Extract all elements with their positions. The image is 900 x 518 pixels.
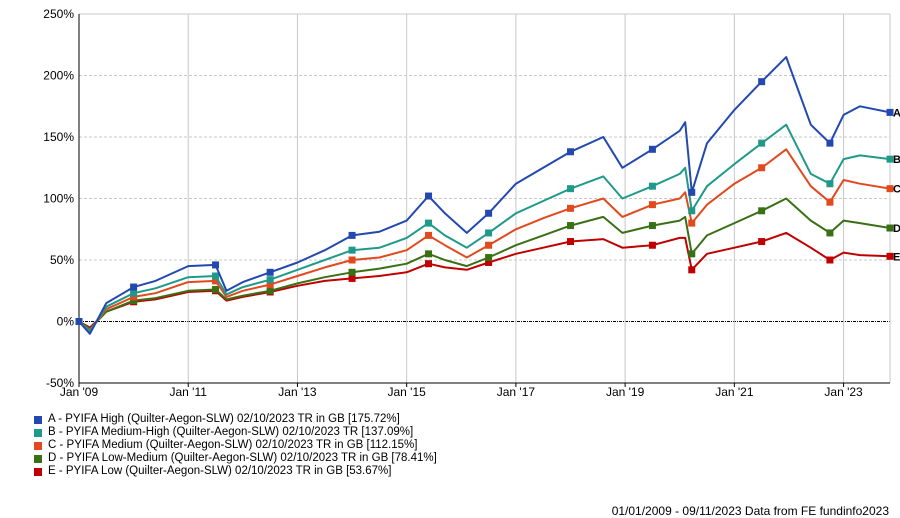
data-point-marker — [348, 231, 356, 239]
data-point-marker — [348, 274, 356, 282]
data-point-marker — [886, 185, 894, 193]
data-point-marker — [212, 286, 220, 294]
data-point-marker — [485, 229, 493, 237]
data-point-marker — [425, 260, 433, 268]
data-point-marker — [826, 139, 834, 147]
legend-label: A - PYIFA High (Quilter-Aegon-SLW) 02/10… — [48, 413, 400, 425]
data-point-marker — [688, 188, 696, 196]
legend-swatch — [34, 415, 42, 424]
series-end-label: B — [893, 154, 900, 166]
data-point-marker — [688, 207, 696, 215]
legend-item: A - PYIFA High (Quilter-Aegon-SLW) 02/10… — [34, 413, 437, 426]
data-point-marker — [648, 145, 656, 153]
data-point-marker — [130, 283, 138, 291]
data-point-marker — [567, 222, 575, 230]
legend-swatch — [34, 454, 42, 463]
y-tick-label: 150% — [43, 130, 74, 144]
series-end-label: C — [893, 184, 900, 196]
data-point-marker — [348, 268, 356, 276]
x-tick-label: Jan '21 — [715, 385, 754, 399]
data-point-marker — [425, 231, 433, 239]
y-tick-label: 100% — [43, 192, 74, 206]
x-tick-label: Jan '17 — [497, 385, 536, 399]
legend-label: E - PYIFA Low (Quilter-Aegon-SLW) 02/10/… — [48, 465, 392, 477]
legend-item: C - PYIFA Medium (Quilter-Aegon-SLW) 02/… — [34, 439, 437, 452]
legend-label: D - PYIFA Low-Medium (Quilter-Aegon-SLW)… — [48, 452, 437, 464]
x-tick-label: Jan '23 — [824, 385, 863, 399]
data-point-marker — [886, 224, 894, 232]
legend-item: E - PYIFA Low (Quilter-Aegon-SLW) 02/10/… — [34, 465, 437, 478]
data-point-marker — [826, 180, 834, 188]
x-tick-label: Jan '13 — [278, 385, 317, 399]
y-tick-label: -50% — [46, 376, 74, 390]
y-tick-label: 0% — [57, 315, 75, 329]
series-end-label: D — [893, 223, 900, 235]
data-point-marker — [266, 276, 274, 284]
data-point-marker — [425, 192, 433, 200]
data-point-marker — [758, 78, 766, 86]
x-tick-label: Jan '09 — [60, 385, 99, 399]
data-point-marker — [758, 164, 766, 172]
data-point-marker — [567, 185, 575, 193]
data-point-marker — [130, 289, 138, 297]
footer-source: 01/01/2009 - 09/11/2023 Data from FE fun… — [611, 504, 889, 518]
x-tick-label: Jan '15 — [388, 385, 427, 399]
data-point-marker — [688, 250, 696, 258]
legend-item: B - PYIFA Medium-High (Quilter-Aegon-SLW… — [34, 426, 437, 439]
series-end-label: E — [893, 251, 900, 263]
data-point-marker — [648, 201, 656, 209]
data-point-marker — [425, 250, 433, 258]
x-tick-label: Jan '19 — [606, 385, 645, 399]
data-point-marker — [826, 256, 834, 264]
data-point-marker — [886, 108, 894, 116]
data-point-marker — [648, 241, 656, 249]
data-point-marker — [688, 219, 696, 227]
data-point-marker — [212, 272, 220, 280]
legend-swatch — [34, 441, 42, 450]
data-point-marker — [758, 207, 766, 215]
data-point-marker — [567, 148, 575, 156]
data-point-marker — [130, 297, 138, 305]
y-tick-label: 50% — [50, 253, 74, 267]
data-point-marker — [758, 139, 766, 147]
data-point-marker — [758, 238, 766, 246]
y-tick-label: 200% — [43, 69, 74, 83]
data-point-marker — [266, 268, 274, 276]
series-line-b — [78, 123, 891, 333]
legend: A - PYIFA High (Quilter-Aegon-SLW) 02/10… — [34, 413, 437, 478]
data-point-marker — [130, 293, 138, 301]
y-tick-label: 250% — [43, 7, 74, 21]
series-end-label: A — [893, 107, 900, 119]
data-point-marker — [886, 155, 894, 163]
x-tick-label: Jan '11 — [170, 385, 208, 399]
data-point-marker — [567, 238, 575, 246]
data-point-marker — [348, 246, 356, 254]
legend-label: C - PYIFA Medium (Quilter-Aegon-SLW) 02/… — [48, 439, 418, 451]
legend-label: B - PYIFA Medium-High (Quilter-Aegon-SLW… — [48, 426, 414, 438]
data-point-marker — [648, 182, 656, 190]
data-point-marker — [648, 222, 656, 230]
legend-swatch — [34, 467, 42, 476]
data-point-marker — [688, 266, 696, 274]
legend-item: D - PYIFA Low-Medium (Quilter-Aegon-SLW)… — [34, 452, 437, 465]
data-point-marker — [266, 281, 274, 289]
data-point-marker — [886, 252, 894, 260]
data-point-marker — [212, 261, 220, 269]
legend-swatch — [34, 428, 42, 437]
data-point-marker — [485, 258, 493, 266]
data-point-marker — [348, 256, 356, 264]
data-point-marker — [75, 318, 83, 325]
data-point-marker — [567, 204, 575, 212]
data-point-marker — [425, 219, 433, 227]
data-point-marker — [485, 254, 493, 262]
data-point-marker — [485, 241, 493, 249]
data-point-marker — [266, 287, 274, 295]
data-point-marker — [212, 277, 220, 285]
data-point-marker — [826, 198, 834, 206]
data-point-marker — [485, 209, 493, 217]
data-point-marker — [826, 229, 834, 237]
